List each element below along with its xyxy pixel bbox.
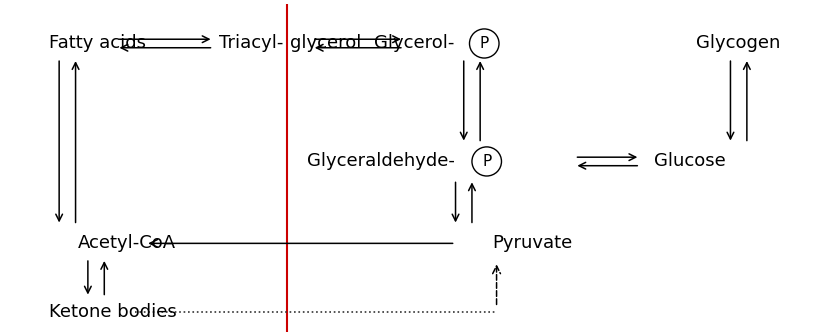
Text: Acetyl-CoA: Acetyl-CoA bbox=[78, 235, 176, 252]
Text: P: P bbox=[482, 154, 491, 169]
Text: Glycogen: Glycogen bbox=[696, 35, 780, 52]
Text: P: P bbox=[479, 36, 489, 51]
Text: Glycerol-: Glycerol- bbox=[374, 35, 455, 52]
Text: Fatty acids: Fatty acids bbox=[49, 35, 146, 52]
Text: Glyceraldehyde-: Glyceraldehyde- bbox=[306, 153, 455, 170]
Text: Ketone bodies: Ketone bodies bbox=[49, 303, 177, 321]
Text: glycerol: glycerol bbox=[290, 35, 361, 52]
Text: Pyruvate: Pyruvate bbox=[492, 235, 572, 252]
Text: Glucose: Glucose bbox=[652, 153, 724, 170]
Text: Triacyl-: Triacyl- bbox=[219, 35, 283, 52]
